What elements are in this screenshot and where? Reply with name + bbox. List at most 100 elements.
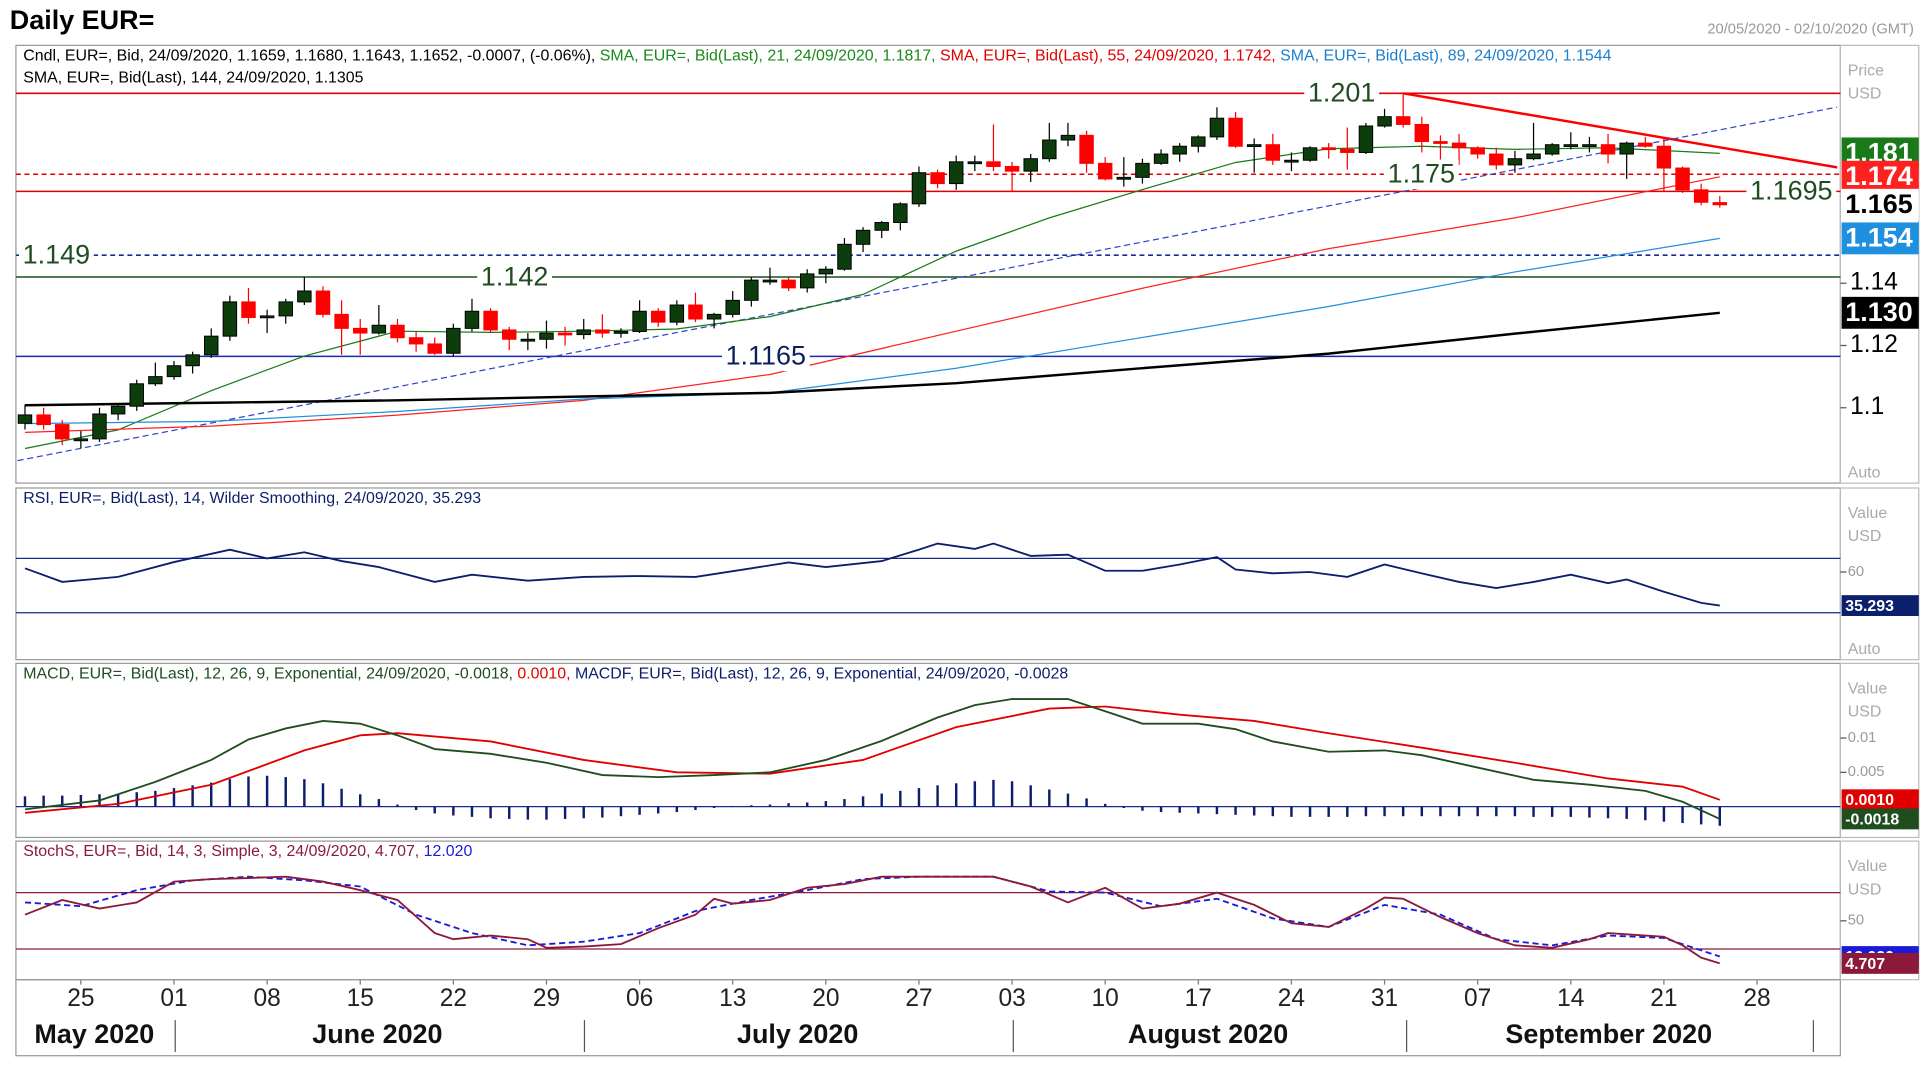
x-tick-label: 03 xyxy=(998,985,1025,1012)
panel-header: Cndl, EUR=, Bid, 24/09/2020, 1.1659, 1.1… xyxy=(23,48,1611,65)
candle-body xyxy=(1340,148,1355,153)
series-line xyxy=(24,875,1721,965)
level-label: 1.149 xyxy=(23,240,90,270)
x-tick-label: 06 xyxy=(626,985,653,1012)
candle-body xyxy=(855,229,871,245)
value-box xyxy=(1841,160,1919,193)
y-tick-label: 1.14 xyxy=(1850,269,1898,296)
candle-body xyxy=(353,327,368,334)
x-tick-label: 28 xyxy=(1743,985,1770,1012)
candle-body xyxy=(539,332,554,340)
candle-body xyxy=(55,424,70,440)
candle-body xyxy=(501,329,517,340)
level-label-bg xyxy=(1383,159,1459,189)
panel-header: StochS, EUR=, Bid, 14, 3, Simple, 3, 24/… xyxy=(23,843,472,860)
candle-body xyxy=(92,413,107,440)
month-label: June 2020 xyxy=(312,1019,442,1049)
header-segment: SMA, EUR=, Bid(Last), 89, 24/09/2020, 1.… xyxy=(1280,48,1611,65)
candle-body xyxy=(520,338,536,342)
candle-body xyxy=(967,161,983,165)
candle-body xyxy=(1377,116,1392,127)
candle-body xyxy=(222,301,238,337)
candle-body xyxy=(1191,136,1206,147)
candle-body xyxy=(1321,147,1336,151)
candle-body xyxy=(632,310,647,332)
y-tick-label: 0.005 xyxy=(1848,764,1885,780)
candle-body xyxy=(1638,142,1653,147)
candle-body xyxy=(930,172,945,185)
series-line xyxy=(24,705,1721,814)
level-label: 1.175 xyxy=(1388,159,1455,189)
y-tick-label: 50 xyxy=(1848,913,1864,929)
candle-body xyxy=(1693,189,1709,203)
header-segment: RSI, EUR=, Bid(Last), 14, Wilder Smoothi… xyxy=(23,490,481,507)
date-range: 20/05/2020 - 02/10/2020 (GMT) xyxy=(1707,21,1914,37)
candle-body xyxy=(1116,176,1132,180)
header-segment: SMA, EUR=, Bid(Last), 55, 24/09/2020, 1.… xyxy=(940,48,1280,65)
candle-body xyxy=(1582,144,1597,148)
value-box xyxy=(1841,808,1919,830)
header-segment: MACD, EUR=, Bid(Last), 12, 26, 9, Expone… xyxy=(23,666,517,683)
level-label: 1.1695 xyxy=(1750,176,1832,206)
candle-body xyxy=(744,279,759,301)
y-tick-label: 1.1 xyxy=(1850,393,1884,420)
candle-body xyxy=(762,279,778,283)
scale-mode: Auto xyxy=(1848,464,1881,481)
candle-body xyxy=(1209,117,1225,138)
level-label-bg xyxy=(18,240,94,270)
y-tick-label: 1.12 xyxy=(1850,331,1898,358)
level-label: 1.1165 xyxy=(726,341,806,371)
value-box-label: 0.0010 xyxy=(1845,792,1894,809)
candle-body xyxy=(204,335,219,356)
candle-body xyxy=(706,313,722,320)
panel: RSI, EUR=, Bid(Last), 14, Wilder Smoothi… xyxy=(15,487,1920,661)
candle-body xyxy=(1619,142,1634,155)
candle-body xyxy=(650,310,666,323)
candle-body xyxy=(1451,142,1467,149)
candle-body xyxy=(911,172,927,205)
candle-body xyxy=(688,304,703,320)
candle-body xyxy=(1135,162,1150,178)
month-label: August 2020 xyxy=(1128,1019,1288,1049)
candle-body xyxy=(1395,116,1411,125)
x-tick-label: 29 xyxy=(533,985,560,1012)
value-box xyxy=(1841,222,1919,255)
y-tick-label: 0.01 xyxy=(1848,730,1877,746)
month-label: May 2020 xyxy=(34,1019,154,1049)
candle-body xyxy=(1563,144,1579,148)
series-line xyxy=(24,237,1720,425)
series-line xyxy=(1402,92,1838,169)
candle-body xyxy=(1675,167,1690,191)
candle-body xyxy=(781,279,796,289)
x-tick-label: 31 xyxy=(1371,985,1398,1012)
candle-body xyxy=(73,438,89,442)
candle-body xyxy=(1544,144,1560,155)
candle-body xyxy=(893,203,908,224)
value-box xyxy=(1841,952,1919,974)
candle-body xyxy=(1060,134,1076,141)
month-label: September 2020 xyxy=(1505,1019,1712,1049)
candle-body xyxy=(483,310,498,331)
level-label-bg xyxy=(1304,78,1380,109)
panel: Cndl, EUR=, Bid, 24/09/2020, 1.1659, 1.1… xyxy=(15,44,1920,484)
candle-body xyxy=(1489,153,1504,166)
candle-body xyxy=(1079,134,1094,164)
series-line xyxy=(24,542,1720,607)
header-segment: SMA, EUR=, Bid(Last), 144, 24/09/2020, 1… xyxy=(23,70,363,87)
candle-body xyxy=(1526,153,1541,160)
candle-body xyxy=(1097,162,1113,180)
candle-body xyxy=(1228,117,1243,147)
candle-body xyxy=(1153,153,1169,164)
series-line xyxy=(24,176,1720,433)
header-segment: StochS, EUR=, Bid, 14, 3, Simple, 3, 24/… xyxy=(23,843,423,860)
value-box-label: 1.174 xyxy=(1845,161,1912,191)
header-segment: SMA, EUR=, Bid(Last), 21, 24/09/2020, 1.… xyxy=(600,48,940,65)
candle-body xyxy=(1470,147,1485,155)
y-tick-label: 60 xyxy=(1848,564,1864,580)
candle-body xyxy=(297,290,312,303)
axis-frame xyxy=(1839,44,1920,484)
month-label: July 2020 xyxy=(737,1019,858,1049)
candle-body xyxy=(1246,144,1262,148)
axis-frame xyxy=(1839,840,1920,981)
